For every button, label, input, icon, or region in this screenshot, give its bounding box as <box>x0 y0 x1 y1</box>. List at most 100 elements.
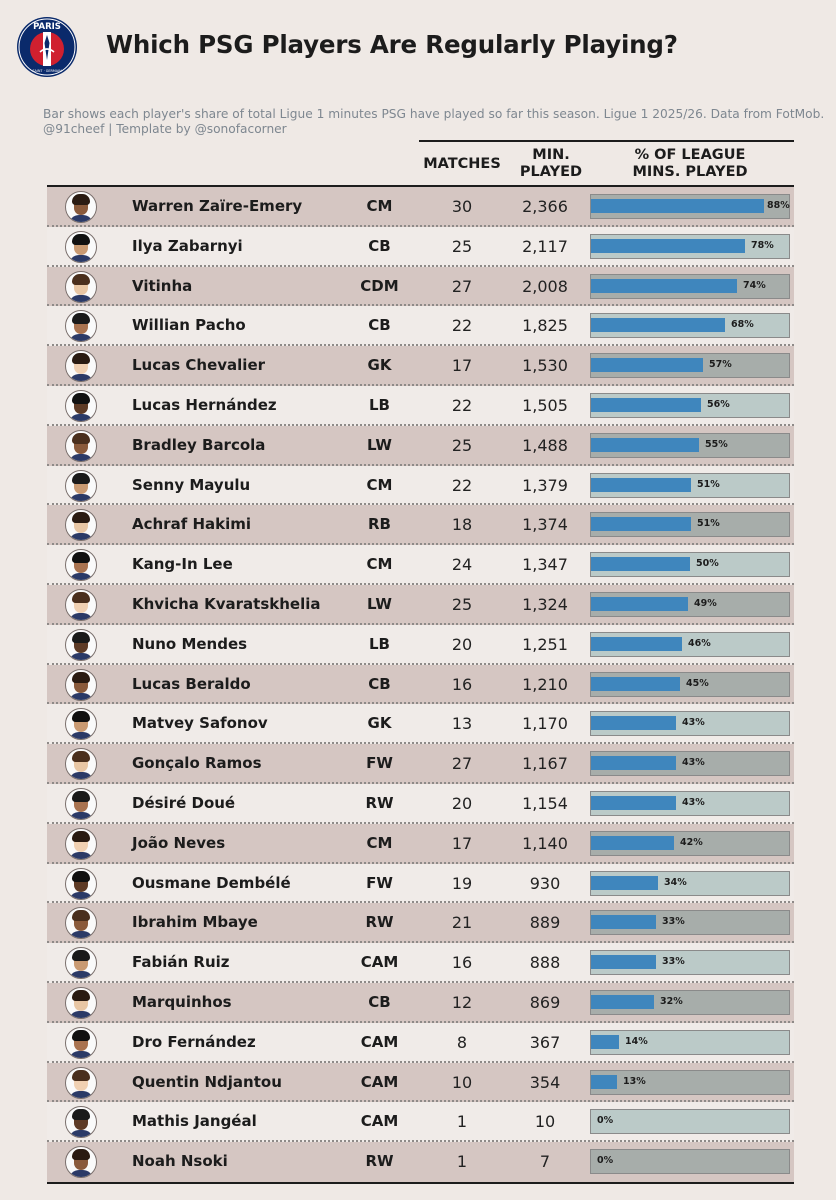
table-row: João Neves CM 17 1,140 42% <box>47 823 794 864</box>
player-name: Khvicha Kvaratskhelia <box>132 594 321 613</box>
player-avatar <box>65 787 97 820</box>
bar-track: 46% <box>590 631 790 657</box>
col-head-pct-line1: % OF LEAGUE <box>634 147 746 163</box>
subtitle: Bar shows each player's share of total L… <box>43 107 833 137</box>
table-row: Noah Nsoki RW 1 7 0% <box>47 1142 794 1182</box>
player-minutes: 2,117 <box>522 236 568 256</box>
table-row: Marquinhos CB 12 869 32% <box>47 982 794 1023</box>
player-position: GK <box>367 714 392 733</box>
player-matches: 30 <box>451 197 473 216</box>
bar-fill <box>591 596 688 611</box>
player-matches: 10 <box>451 1072 473 1092</box>
player-minutes: 7 <box>539 1152 551 1172</box>
player-avatar <box>65 668 97 701</box>
logo-text-top: PARIS <box>33 22 61 32</box>
player-minutes: 10 <box>534 1112 556 1132</box>
player-matches: 25 <box>451 435 473 455</box>
player-minutes: 1,374 <box>522 515 568 535</box>
bar-track: 43% <box>590 711 790 737</box>
table-row: Bradley Barcola LW 25 1,488 55% <box>47 425 794 466</box>
player-name: Nuno Mendes <box>132 634 248 653</box>
player-position: LB <box>369 634 390 653</box>
bar-label: 33% <box>662 956 685 968</box>
player-matches: 22 <box>451 395 473 415</box>
player-position: CAM <box>360 1072 399 1091</box>
player-avatar <box>65 867 97 900</box>
bar-label: 56% <box>707 398 730 410</box>
bar-label: 42% <box>680 836 703 848</box>
bar-track: 49% <box>590 591 790 617</box>
table-row: Ibrahim Mbaye RW 21 889 33% <box>47 903 794 944</box>
table-row: Lucas Chevalier GK 17 1,530 57% <box>47 346 794 386</box>
bar-track: 51% <box>590 512 790 538</box>
player-matches: 13 <box>451 714 473 734</box>
player-position: CM <box>366 475 393 494</box>
bar-track: 0% <box>590 1109 790 1135</box>
bar-label: 50% <box>696 558 719 570</box>
bar-fill <box>591 994 654 1009</box>
player-name: Matvey Safonov <box>132 714 268 733</box>
player-matches: 1 <box>456 1152 468 1172</box>
bar-fill <box>591 318 725 333</box>
player-matches: 21 <box>451 913 473 933</box>
bar-label: 43% <box>682 717 705 729</box>
player-position: FW <box>366 873 393 892</box>
player-position: CB <box>368 992 391 1011</box>
bar-fill <box>591 358 703 373</box>
player-name: Marquinhos <box>132 992 232 1011</box>
player-minutes: 354 <box>529 1072 561 1092</box>
player-name: Kang-In Lee <box>132 555 233 574</box>
player-name: Vitinha <box>132 276 193 295</box>
table-row: Dro Fernández CAM 8 367 14% <box>47 1022 794 1063</box>
player-avatar <box>65 389 97 422</box>
player-position: GK <box>367 356 392 375</box>
player-matches: 8 <box>456 1032 468 1052</box>
subtitle-line-1: Bar shows each player's share of total L… <box>43 107 825 121</box>
player-position: CDM <box>360 276 399 295</box>
player-matches: 12 <box>451 992 473 1012</box>
bar-label: 74% <box>743 279 766 291</box>
player-name: Noah Nsoki <box>132 1152 228 1171</box>
col-head-minutes-line2: PLAYED <box>519 164 583 180</box>
bar-fill <box>591 915 656 930</box>
player-minutes: 1,251 <box>522 634 568 654</box>
player-matches: 20 <box>451 634 473 654</box>
player-position: LB <box>369 395 390 414</box>
player-avatar <box>65 350 97 383</box>
bar-track: 56% <box>590 392 790 418</box>
bar-label: 55% <box>705 438 728 450</box>
col-head-matches: MATCHES <box>423 155 501 172</box>
table-row: Gonçalo Ramos FW 27 1,167 43% <box>47 744 794 784</box>
bar-label: 13% <box>623 1075 646 1087</box>
player-avatar <box>65 827 97 860</box>
player-minutes: 1,825 <box>522 316 568 336</box>
bar-track: 68% <box>590 313 790 339</box>
bar-track: 0% <box>590 1149 790 1175</box>
player-name: Bradley Barcola <box>132 435 266 454</box>
player-matches: 25 <box>451 594 473 614</box>
player-minutes: 1,347 <box>522 555 568 575</box>
bar-fill <box>591 199 764 213</box>
bar-label: 34% <box>664 876 687 888</box>
player-position: CM <box>366 555 393 574</box>
player-avatar <box>65 1146 97 1179</box>
player-name: Willian Pacho <box>132 316 246 335</box>
player-matches: 16 <box>451 953 473 973</box>
table-row: Ousmane Dembélé FW 19 930 34% <box>47 863 794 904</box>
player-avatar <box>65 628 97 661</box>
bar-fill <box>591 397 701 412</box>
player-position: CM <box>366 197 393 215</box>
bar-track: 88% <box>590 194 790 219</box>
player-minutes: 1,167 <box>522 754 568 774</box>
table-row: Ilya Zabarnyi CB 25 2,117 78% <box>47 226 794 267</box>
player-minutes: 1,210 <box>522 674 568 694</box>
player-minutes: 869 <box>529 992 561 1012</box>
table-row: Quentin Ndjantou CAM 10 354 13% <box>47 1062 794 1103</box>
bar-track: 14% <box>590 1029 790 1055</box>
player-minutes: 1,488 <box>522 435 568 455</box>
player-avatar <box>65 1066 97 1099</box>
table-row: Vitinha CDM 27 2,008 74% <box>47 266 794 307</box>
player-matches: 17 <box>451 356 473 376</box>
player-matches: 17 <box>451 833 473 853</box>
table-row: Warren Zaïre-Emery CM 30 2,366 88% <box>47 187 794 227</box>
